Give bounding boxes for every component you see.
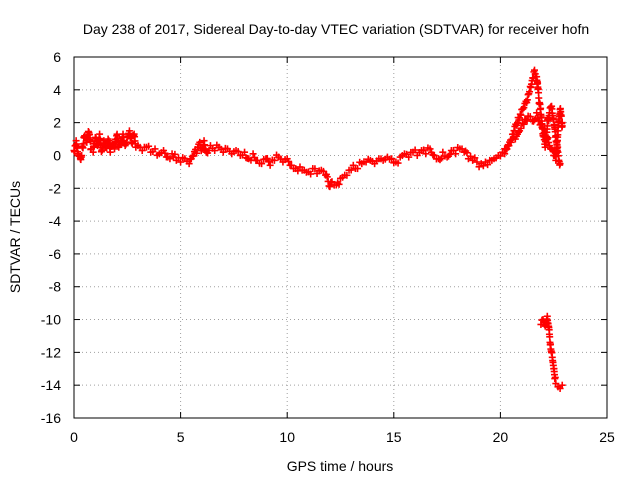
data-point [430, 151, 438, 159]
plot-frame [73, 56, 608, 419]
data-point [439, 148, 447, 156]
data-point [335, 180, 343, 188]
data-point [537, 104, 545, 112]
data-point [558, 381, 566, 389]
data-point [426, 145, 434, 153]
data-point [436, 156, 444, 164]
data-point [520, 120, 528, 128]
data-point [185, 160, 193, 168]
data-point [270, 156, 278, 164]
data-point [323, 173, 331, 181]
data-point [171, 150, 179, 158]
data-point [78, 152, 86, 160]
data-point [549, 146, 557, 154]
data-point [326, 183, 334, 191]
data-point [211, 147, 219, 155]
x-tick-label: 15 [386, 429, 402, 445]
grid-layer [74, 57, 607, 418]
data-point [420, 146, 428, 154]
data-point [520, 104, 528, 112]
data-point [241, 148, 249, 156]
data-point [145, 142, 153, 150]
data-point [161, 149, 169, 157]
data-point [265, 158, 273, 166]
data-point [517, 124, 525, 132]
x-tick-label: 20 [493, 429, 509, 445]
data-point [463, 149, 471, 157]
data-point [551, 373, 559, 381]
data-point [334, 179, 342, 187]
y-tick-label: 2 [53, 115, 61, 131]
data-point [258, 160, 266, 168]
data-point [219, 148, 227, 156]
marks-layer [70, 66, 566, 392]
data-point [479, 162, 487, 170]
y-tick-label: 4 [53, 82, 61, 98]
data-point [505, 142, 513, 150]
y-axis-title: SDTVAR / TECUs [7, 181, 23, 293]
data-point [535, 116, 543, 124]
data-point [394, 159, 402, 167]
data-point [518, 119, 526, 127]
data-point [473, 158, 481, 166]
data-point [151, 145, 159, 153]
x-tick-label: 10 [279, 429, 295, 445]
data-point [166, 155, 174, 163]
y-tick-label: 0 [53, 147, 61, 163]
data-point [263, 154, 271, 162]
data-point [533, 109, 541, 117]
y-tick-label: -8 [49, 279, 62, 295]
data-point [234, 148, 242, 156]
data-point [106, 148, 114, 156]
x-tick-label: 5 [177, 429, 185, 445]
y-tick-label: -2 [49, 180, 62, 196]
y-tick-label: -16 [41, 410, 61, 426]
x-tick-label: 25 [599, 429, 615, 445]
data-point [193, 149, 201, 157]
data-point [354, 165, 362, 173]
data-point [422, 150, 430, 158]
chart-title: Day 238 of 2017, Sidereal Day-to-day VTE… [83, 21, 589, 37]
y-tick-label: -10 [41, 312, 61, 328]
data-point [471, 154, 479, 162]
data-point [388, 155, 396, 163]
data-point [177, 158, 185, 166]
data-point [501, 150, 509, 158]
x-axis-title: GPS time / hours [287, 458, 394, 474]
y-tick-label: -12 [41, 344, 61, 360]
data-point [515, 128, 523, 136]
data-point [526, 113, 534, 121]
data-point [285, 157, 293, 165]
y-tick-label: -6 [49, 246, 62, 262]
data-point [347, 166, 355, 174]
data-point [467, 152, 475, 160]
data-point [311, 165, 319, 173]
data-point [557, 112, 565, 120]
data-point [558, 122, 566, 130]
data-point [249, 150, 257, 158]
data-point [519, 105, 527, 113]
data-point [411, 146, 419, 154]
x-tick-label: 0 [70, 429, 78, 445]
data-point [405, 153, 413, 161]
data-point [266, 161, 274, 169]
data-point [543, 122, 551, 130]
y-tick-label: -14 [41, 377, 61, 393]
data-point [343, 171, 351, 179]
data-point [307, 170, 315, 178]
data-point [545, 142, 553, 150]
data-point [188, 152, 196, 160]
data-point [556, 160, 564, 168]
data-point [496, 152, 504, 160]
data-point [484, 161, 492, 169]
y-tick-label: -4 [49, 213, 62, 229]
data-point [452, 150, 460, 158]
data-point [437, 154, 445, 162]
y-tick-label: 6 [53, 49, 61, 65]
